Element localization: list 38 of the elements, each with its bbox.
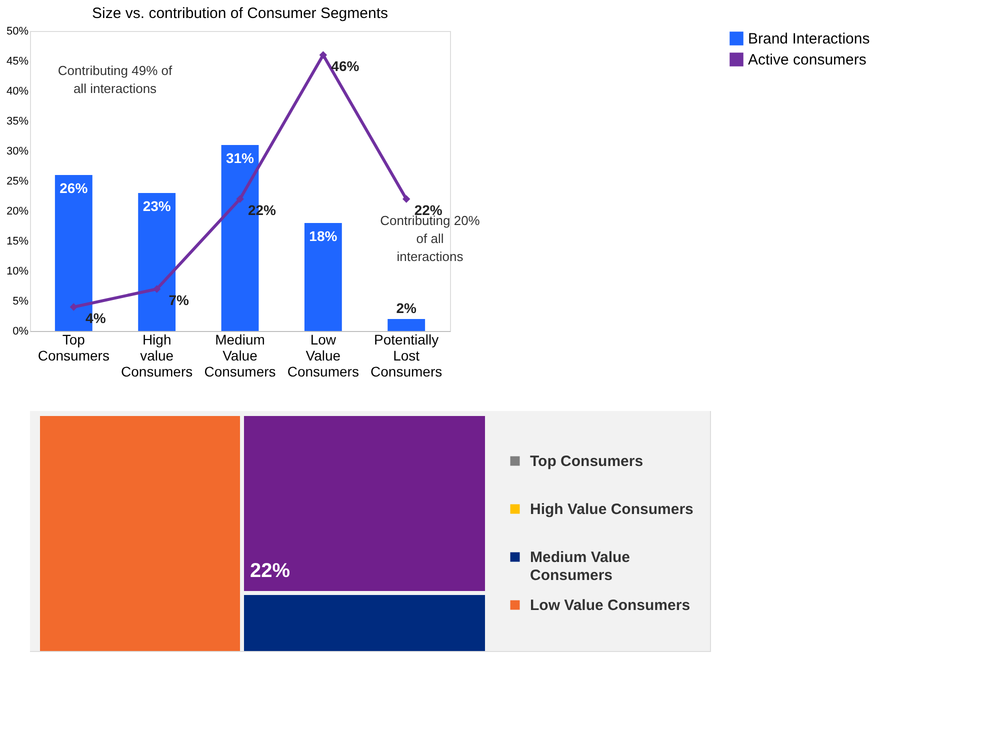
point [319,51,328,59]
y-tick-label: 10% [6,266,29,278]
legend-label: Active consumers [748,52,866,68]
data-label: 26% [60,180,88,196]
bar [388,319,426,331]
data-label: 31% [226,150,255,166]
x-tick-label: Low Value Consumers [287,332,359,380]
y-tick-label: 5% [12,296,29,308]
category-label: High Value Consumers [530,501,694,518]
y-tick-label: 50% [6,26,29,38]
point [152,285,161,293]
legend-label: Brand Interactions [748,30,870,48]
point [236,195,244,203]
x-tick-label: Top Consumers [38,332,110,364]
x-tick-label: High value Consumers [121,332,193,380]
category-label: Top Consumers [530,453,644,470]
text: 22% [250,560,290,582]
data-label: 46% [331,58,360,74]
data-label: 23% [142,198,172,214]
y-tick-label: 0% [12,326,29,338]
point [402,195,410,203]
x-tick-label: Potentially Lost Consumers [370,332,442,380]
category-label: Low Value Consumers [530,597,690,614]
y-tick-label: 20% [6,206,29,218]
y-tick-label: 30% [6,146,29,158]
y-tick-label: 40% [6,86,29,98]
annotation: Contributing 49% of all interactions [58,63,172,96]
category-label: Medium Value Consumers [530,549,630,584]
point [70,303,78,311]
y-tick-label: 45% [6,56,29,68]
x-tick-label: Medium Value Consumers [204,332,276,380]
data-label: 18% [309,228,338,244]
y-tick-label: 15% [6,236,29,248]
chart-title: Size vs. contribution of Consumer Segments [92,5,388,22]
y-tick-label: 35% [6,116,29,128]
bar [304,223,342,331]
data-label: 2% [396,300,418,316]
y-tick-label: 25% [6,176,29,188]
